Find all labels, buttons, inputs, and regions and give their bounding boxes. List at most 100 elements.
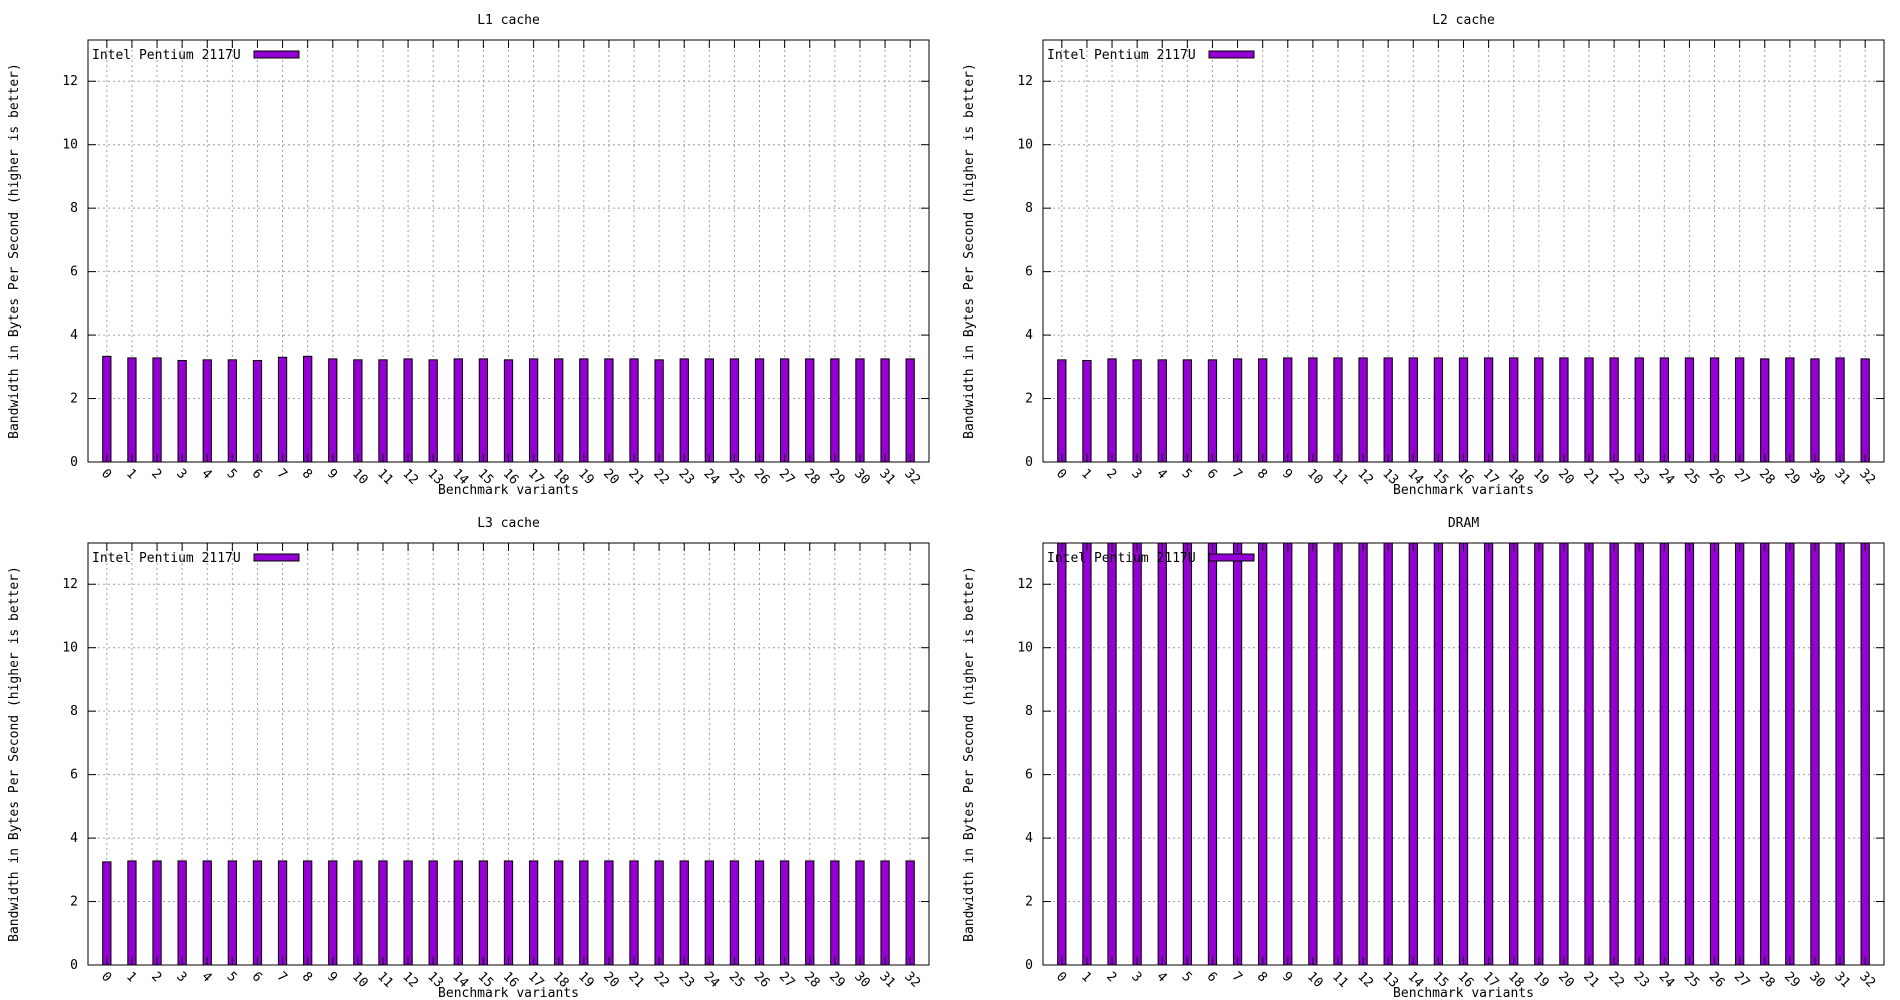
bar (780, 860, 790, 966)
bar (1634, 357, 1644, 463)
bar (478, 860, 489, 966)
x-tick-label: 26 (751, 466, 773, 488)
legend-label: Intel Pentium 2117U (92, 551, 241, 566)
bar (629, 860, 639, 966)
bar (1760, 358, 1770, 463)
x-tick-label: 9 (1279, 969, 1295, 985)
x-tick-label: 32 (1856, 466, 1878, 488)
y-tick-label: 6 (70, 265, 78, 280)
bar (252, 359, 263, 463)
x-tick-label: 27 (1731, 969, 1753, 991)
x-tick-label: 5 (1179, 466, 1195, 482)
y-tick-label: 2 (1025, 895, 1033, 910)
x-tick-label: 6 (249, 466, 265, 482)
bar (1458, 357, 1469, 463)
x-tick-label: 27 (776, 969, 798, 991)
bar (1207, 542, 1218, 966)
bar (428, 359, 438, 463)
x-tick-label: 31 (876, 466, 898, 488)
bar (202, 860, 212, 966)
x-tick-label: 29 (1781, 969, 1803, 991)
bar (1458, 542, 1469, 966)
bar (1735, 357, 1745, 463)
x-tick-label: 11 (1329, 969, 1351, 991)
bar (202, 359, 212, 463)
x-tick-label: 22 (1605, 466, 1627, 488)
x-axis-label: Benchmark variants (1393, 483, 1534, 498)
x-tick-label: 30 (851, 969, 873, 991)
x-tick-label: 11 (374, 466, 396, 488)
x-tick-label: 28 (801, 969, 823, 991)
bar (252, 860, 263, 966)
x-tick-label: 32 (1856, 969, 1878, 991)
bar (1258, 358, 1268, 463)
bar (704, 358, 714, 463)
bar (1860, 358, 1870, 463)
y-tick-label: 10 (1017, 641, 1033, 656)
bar (1785, 357, 1795, 463)
x-tick-label: 10 (349, 466, 371, 488)
bar (629, 358, 639, 463)
bar (1107, 542, 1117, 966)
y-tick-label: 12 (62, 74, 78, 89)
bar (102, 355, 112, 463)
x-tick-label: 30 (1806, 466, 1828, 488)
legend-swatch (253, 50, 300, 59)
x-tick-label: 30 (1806, 969, 1828, 991)
bar (830, 358, 840, 463)
bar (1408, 542, 1418, 966)
x-tick-label: 8 (299, 969, 315, 985)
bar (1182, 359, 1192, 463)
bar (453, 358, 463, 463)
bar (729, 358, 740, 463)
x-tick-label: 0 (98, 466, 114, 482)
y-tick-label: 6 (1025, 768, 1033, 783)
y-axis-label: Bandwidth in Bytes Per Second (higher is… (962, 566, 977, 942)
bar (1433, 542, 1444, 966)
x-axis-label: Benchmark variants (438, 986, 579, 1000)
x-tick-label: 0 (98, 969, 114, 985)
legend-label: Intel Pentium 2117U (1047, 551, 1196, 566)
x-tick-label: 2 (1103, 969, 1119, 985)
bar (1509, 357, 1519, 463)
bar (780, 358, 790, 463)
x-tick-label: 2 (148, 969, 164, 985)
x-tick-label: 24 (1656, 969, 1678, 991)
bar (604, 860, 614, 966)
bar (1383, 357, 1393, 463)
x-tick-label: 24 (1656, 466, 1678, 488)
y-tick-label: 0 (70, 455, 78, 470)
bar (1684, 542, 1695, 966)
x-tick-label: 25 (726, 969, 748, 991)
bar (880, 860, 890, 966)
bar (353, 359, 363, 463)
x-tick-label: 4 (198, 969, 214, 985)
bar (152, 860, 162, 966)
x-tick-label: 20 (1555, 466, 1577, 488)
bar (1107, 358, 1117, 463)
bar (1283, 542, 1293, 966)
x-tick-label: 0 (1053, 969, 1069, 985)
x-tick-label: 6 (1204, 969, 1220, 985)
chart-title: DRAM (1448, 516, 1479, 531)
x-tick-label: 25 (726, 466, 748, 488)
y-tick-label: 8 (70, 201, 78, 216)
x-tick-label: 12 (399, 466, 421, 488)
bar (528, 860, 539, 966)
bar (453, 860, 463, 966)
x-tick-label: 20 (1555, 969, 1577, 991)
bar (127, 357, 137, 463)
bar (905, 358, 915, 463)
bar (1634, 542, 1644, 966)
bar (1333, 542, 1343, 966)
y-tick-label: 6 (1025, 265, 1033, 280)
x-tick-label: 25 (1681, 969, 1703, 991)
x-tick-label: 21 (625, 969, 647, 991)
x-tick-label: 28 (1756, 466, 1778, 488)
x-tick-label: 24 (701, 969, 723, 991)
bar (855, 358, 865, 463)
x-tick-label: 26 (1706, 969, 1728, 991)
